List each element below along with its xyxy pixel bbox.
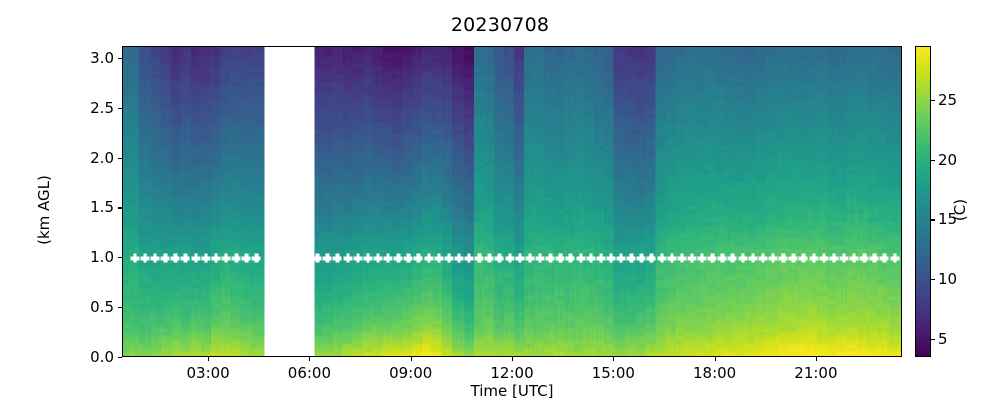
x-axis-tick-label: 15:00 <box>591 364 635 382</box>
y-axis-tick-mark <box>118 307 122 309</box>
colorbar-label: (C) <box>951 198 969 222</box>
x-axis-tick-mark <box>815 357 817 361</box>
y-axis-tick-label: 1.5 <box>90 198 114 217</box>
heatmap-image <box>123 47 901 356</box>
colorbar[interactable] <box>915 46 931 357</box>
y-axis-tick-mark <box>118 107 122 109</box>
colorbar-tick-label: 10 <box>938 270 958 289</box>
y-axis-label: (km AGL) <box>35 175 53 245</box>
x-axis-tick-label: 09:00 <box>389 364 433 382</box>
x-axis-tick-label: 06:00 <box>287 364 332 382</box>
x-axis-tick-mark <box>512 357 514 361</box>
colorbar-tick-mark <box>931 159 935 161</box>
y-axis-tick-mark <box>118 257 122 259</box>
y-axis-tick-labels: 0.0 0.5 1.0 1.5 2.0 2.5 3.0 <box>60 0 114 400</box>
colorbar-tick-mark <box>931 279 935 281</box>
y-axis-tick-label: 0.5 <box>90 298 114 317</box>
colorbar-tick-label: 25 <box>938 90 958 109</box>
x-axis-tick-mark <box>309 357 311 361</box>
chart-title: 20230708 <box>450 14 550 36</box>
y-axis-tick-label: 0.0 <box>90 348 114 366</box>
x-axis-tick-mark <box>714 357 716 361</box>
colorbar-tick-mark <box>931 99 935 101</box>
x-axis-tick-label: 12:00 <box>490 364 534 382</box>
x-axis-label: Time [UTC] <box>470 382 554 400</box>
x-axis-tick-mark <box>410 357 412 361</box>
x-axis-tick-label: 03:00 <box>186 364 230 382</box>
x-axis-tick-label: 21:00 <box>794 364 838 382</box>
colorbar-tick-label: 15 <box>938 210 958 229</box>
colorbar-tick-label: 20 <box>938 150 958 169</box>
y-axis-tick-label: 3.0 <box>90 48 114 67</box>
y-axis-tick-mark <box>118 357 122 359</box>
x-axis-tick-mark <box>613 357 615 361</box>
colorbar-tick-label: 5 <box>938 330 948 349</box>
x-axis-tick-label: 18:00 <box>692 364 737 382</box>
y-axis-tick-mark <box>118 207 122 209</box>
heatmap-plot-area[interactable] <box>122 46 902 357</box>
y-axis-tick-label: 1.0 <box>90 248 114 267</box>
colorbar-tick-mark <box>931 219 935 221</box>
x-axis-tick-mark <box>208 357 210 361</box>
y-axis-tick-label: 2.0 <box>90 148 114 167</box>
colorbar-tick-mark <box>931 339 935 341</box>
y-axis-tick-mark <box>118 57 122 60</box>
colorbar-gradient <box>916 47 930 356</box>
y-axis-tick-label: 2.5 <box>90 98 114 117</box>
y-axis-tick-mark <box>118 157 122 159</box>
